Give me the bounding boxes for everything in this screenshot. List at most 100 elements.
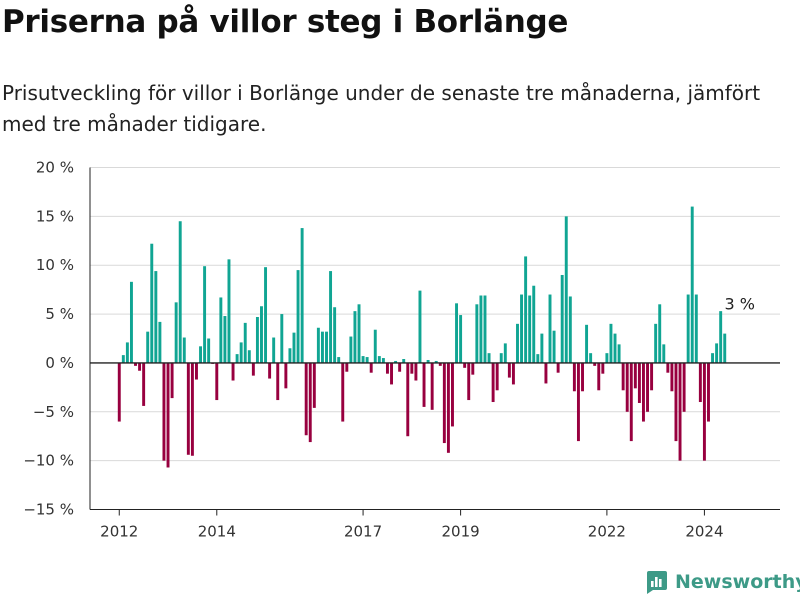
bar (719, 311, 723, 363)
bar (251, 362, 255, 376)
bar (292, 332, 296, 363)
bar (243, 322, 247, 363)
bar (528, 295, 532, 363)
bar (223, 316, 227, 363)
bar (361, 356, 365, 363)
bar (674, 362, 678, 442)
bar (670, 362, 674, 392)
bar (430, 362, 434, 410)
bar (406, 362, 410, 437)
bar (499, 353, 503, 363)
bar (702, 362, 706, 461)
bar (239, 342, 243, 363)
bar (121, 355, 125, 363)
bar (568, 296, 572, 363)
bar (593, 362, 597, 366)
bar (377, 356, 381, 363)
bar (300, 228, 304, 363)
bar (503, 343, 507, 363)
bar (560, 274, 564, 363)
bar (625, 362, 629, 412)
bar (418, 290, 422, 363)
bar (255, 317, 259, 363)
x-tick-label: 2024 (685, 523, 723, 541)
bar (345, 362, 349, 372)
bar (698, 362, 702, 403)
y-tick-label: −5 % (33, 403, 74, 421)
bar (268, 362, 272, 379)
bar (414, 362, 418, 381)
bar (284, 362, 288, 389)
y-tick-label: −10 % (23, 452, 74, 470)
bar (467, 362, 471, 401)
bar (158, 321, 162, 363)
bar (304, 362, 308, 436)
bar (459, 315, 463, 363)
bar (195, 362, 198, 380)
bar (276, 362, 280, 401)
y-tick-label: 0 % (45, 354, 74, 372)
bar (162, 362, 166, 461)
bar (524, 256, 528, 363)
bar (219, 297, 223, 363)
bar (495, 362, 499, 391)
bar (556, 362, 560, 373)
bar (540, 333, 544, 363)
bar (442, 362, 446, 444)
bar (385, 362, 389, 374)
x-tick-label: 2012 (100, 523, 138, 541)
bar (650, 362, 654, 391)
x-tick-label: 2022 (588, 523, 626, 541)
bar (662, 344, 666, 363)
bar (410, 362, 414, 374)
bar (621, 362, 625, 391)
bar (654, 323, 658, 363)
bar (572, 362, 576, 392)
bar (463, 362, 467, 368)
bar (280, 314, 284, 363)
bar (170, 362, 174, 399)
bar (451, 362, 454, 427)
bar (203, 266, 207, 363)
x-tick-label: 2017 (344, 523, 382, 541)
bar (296, 270, 300, 363)
brand-name: Newsworthy (675, 571, 800, 593)
bar (532, 285, 536, 363)
y-axis-labels: 20 % 15 % 10 % 5 % 0 % −5 % −10 % −15 % (23, 159, 74, 519)
annotations: 3 % (725, 295, 755, 314)
bar (337, 357, 341, 363)
bar (186, 362, 190, 455)
bar (398, 362, 402, 372)
bar (333, 307, 337, 363)
bar (536, 354, 540, 363)
bar (617, 344, 621, 363)
bar (548, 294, 552, 363)
bar (154, 271, 158, 363)
grid-lines (90, 167, 780, 510)
bar (146, 331, 150, 363)
bar (637, 362, 641, 403)
axes (89, 167, 780, 516)
bar (581, 362, 584, 392)
bar (455, 303, 458, 363)
bar (434, 360, 438, 363)
bar (446, 362, 450, 453)
bar (174, 302, 178, 363)
bar (308, 362, 312, 443)
y-tick-label: −15 % (23, 501, 74, 519)
bar (552, 330, 556, 363)
bar (390, 362, 393, 385)
bar (479, 295, 483, 363)
bar (471, 362, 475, 375)
bar (264, 267, 268, 363)
bar (642, 362, 645, 422)
bar (129, 281, 133, 363)
bar (138, 362, 142, 371)
bar (394, 360, 398, 363)
bar (207, 338, 211, 363)
bar (422, 362, 426, 407)
bar (247, 350, 251, 363)
bar (682, 362, 686, 412)
bar (658, 304, 662, 363)
